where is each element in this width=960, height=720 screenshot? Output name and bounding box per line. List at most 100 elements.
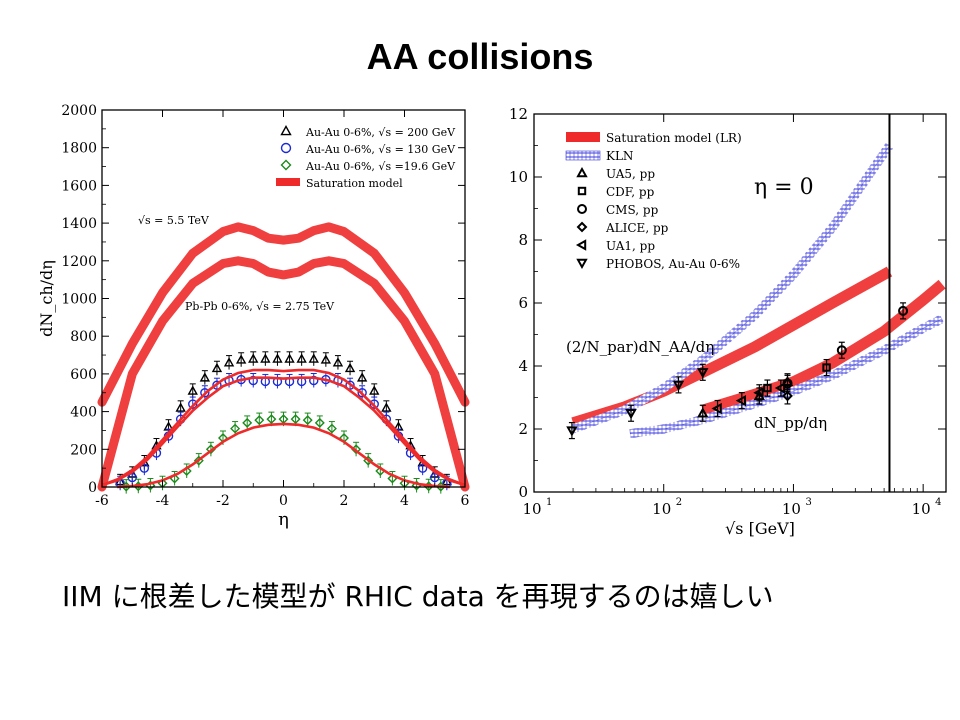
legend-label: Au-Au 0-6%, √s = 130 GeV [305, 143, 456, 156]
data-point-au-au-0-6-s-200-gev [175, 402, 186, 412]
data-point-phobos-au-au-0-6 [697, 368, 709, 379]
legend-label: UA5, pp [606, 167, 655, 181]
saturation-band-saturation-model-lr-pp [701, 279, 946, 416]
data-point-au-au-0-6-s-200-gev [284, 353, 295, 363]
data-point-au-au-0-6-s-19-6-gev [302, 415, 313, 426]
x-tick-label: -4 [156, 493, 170, 509]
y-tick-label: 2000 [61, 103, 97, 119]
data-point-au-au-0-6-s-19-6-gev [242, 417, 253, 428]
legend-label: Saturation model (LR) [606, 131, 742, 145]
data-point-au-au-0-6-s-130-gev [369, 399, 379, 409]
band-pb-pb-0-6-s-2-75-tev [97, 256, 470, 492]
y-tick-label: 1200 [61, 254, 97, 270]
y-tick-label: 4 [518, 357, 528, 375]
x-tick-label: 2 [340, 493, 349, 509]
legend-label: CMS, pp [606, 203, 659, 217]
data-point-au-au-0-6-s-19-6-gev [266, 414, 277, 425]
data-point-phobos-au-au-0-6 [566, 426, 578, 437]
y-tick-label: 200 [70, 442, 97, 458]
data-point-au-au-0-6-s-200-gev [320, 354, 332, 364]
legend-label: Saturation model [306, 177, 403, 190]
x-tick-label: 4 [400, 493, 409, 509]
y-tick-label: 2 [518, 420, 528, 438]
x-tick-label-group: 10 3 [782, 497, 812, 518]
legend-label: Au-Au 0-6%, √s =19.6 GeV [305, 160, 456, 173]
x-tick-label: 10 [912, 500, 931, 518]
data-point-au-au-0-6-s-130-gev [357, 388, 367, 398]
data-point-au-au-0-6-s-130-gev [430, 472, 440, 483]
data-point-ua5-pp [697, 407, 709, 418]
data-point-cms-pp [898, 305, 909, 316]
annotation-pp: dN_pp/dη [754, 414, 827, 432]
x-tick-label: -6 [95, 493, 109, 509]
legend-label: UA1, pp [606, 239, 655, 253]
data-point-au-au-0-6-s-200-gev [248, 353, 259, 363]
x-tick-label: 6 [461, 493, 470, 509]
legend-swatch-band [566, 132, 600, 142]
x-tick-exponent: 1 [546, 497, 552, 508]
y-tick-label: 0 [88, 480, 97, 496]
y-tick-label: 1600 [61, 178, 97, 194]
y-axis-label: dN_ch/dη [37, 260, 56, 337]
x-tick-exponent: 2 [676, 497, 682, 508]
y-tick-label: 0 [518, 483, 528, 501]
legend-label: Au-Au 0-6%, √s = 200 GeV [305, 126, 456, 139]
kln-band-center [629, 318, 943, 434]
legend-marker-triangle-down [576, 258, 588, 270]
legend-label: ALICE, pp [605, 221, 669, 235]
x-tick-label: 10 [652, 500, 671, 518]
x-tick-label-group: 10 4 [912, 497, 942, 518]
data-point-au-au-0-6-s-200-gev [211, 362, 223, 373]
y-tick-label: 1000 [61, 292, 97, 308]
data-point-au-au-0-6-s-130-gev [200, 388, 210, 398]
saturation-model-curve [101, 368, 466, 487]
x-tick-label-group: 10 2 [652, 497, 682, 518]
y-tick-label: 1800 [61, 141, 97, 157]
y-tick-label: 800 [70, 329, 97, 345]
annotation-pbpb-2-75-tev: Pb-Pb 0-6%, √s = 2.75 TeV [185, 300, 335, 313]
data-point-au-au-0-6-s-200-gev [369, 385, 380, 395]
data-point-au-au-0-6-s-130-gev [188, 399, 198, 409]
slide-title: AA collisions [366, 36, 594, 77]
x-tick-exponent: 3 [805, 497, 811, 508]
band-s-5-5-tev [97, 222, 470, 407]
data-point-phobos-au-au-0-6 [672, 380, 685, 391]
legend-label: PHOBOS, Au-Au 0-6% [606, 257, 740, 271]
data-point-au-au-0-6-s-200-gev [344, 362, 356, 373]
legend-marker-triangle [576, 166, 588, 178]
legend-marker-diamond [576, 221, 588, 233]
y-tick-label: 6 [518, 294, 528, 312]
y-tick-label: 1400 [61, 216, 97, 232]
right-legend: Saturation model (LR) KLN UA5, pp CDF, pp CM… [565, 131, 742, 271]
legend-swatch-hatched [565, 150, 601, 161]
data-point-au-au-0-6-s-19-6-gev [254, 415, 265, 426]
y-tick-label: 400 [70, 405, 97, 421]
data-point-au-au-0-6-s-130-gev [127, 472, 137, 483]
data-point-ua1-pp [753, 387, 764, 399]
data-point-au-au-0-6-s-200-gev [260, 353, 271, 363]
x-tick-label: -2 [216, 493, 230, 509]
data-point-au-au-0-6-s-200-gev [381, 402, 392, 412]
data-point-au-au-0-6-s-200-gev [199, 372, 211, 382]
legend-marker-circle [280, 142, 292, 154]
legend-label: CDF, pp [606, 185, 655, 199]
slide-caption: IIM に根差した模型が RHIC data を再現するのは嬉しい [62, 580, 774, 613]
data-point-au-au-0-6-s-19-6-gev [230, 423, 241, 434]
legend-marker-square [577, 186, 587, 196]
annotation-aa-ratio: (2/N_par)dN_AA/dη [566, 338, 714, 356]
legend-marker-triangle-left [575, 239, 587, 251]
legend-marker-diamond [280, 159, 292, 171]
y-tick-label: 10 [509, 168, 528, 186]
annotation-5-5-tev: √s = 5.5 TeV [138, 214, 210, 227]
annotation-eta-zero: η = 0 [754, 175, 814, 200]
data-point-au-au-0-6-s-200-gev [296, 353, 307, 363]
data-point-ua1-pp [735, 394, 747, 407]
data-point-au-au-0-6-s-200-gev [332, 357, 344, 367]
legend-label: KLN [606, 149, 633, 163]
data-point-au-au-0-6-s-200-gev [235, 354, 247, 364]
data-point-ua1-pp [774, 382, 786, 394]
x-tick-label: 10 [522, 500, 541, 518]
data-point-cdf-pp [763, 383, 772, 393]
saturation-model-curve [117, 422, 450, 489]
left-chart: 0 200 400 600 800 1000 1200 1400 1600 1800 2000 -6 -… [30, 92, 480, 562]
